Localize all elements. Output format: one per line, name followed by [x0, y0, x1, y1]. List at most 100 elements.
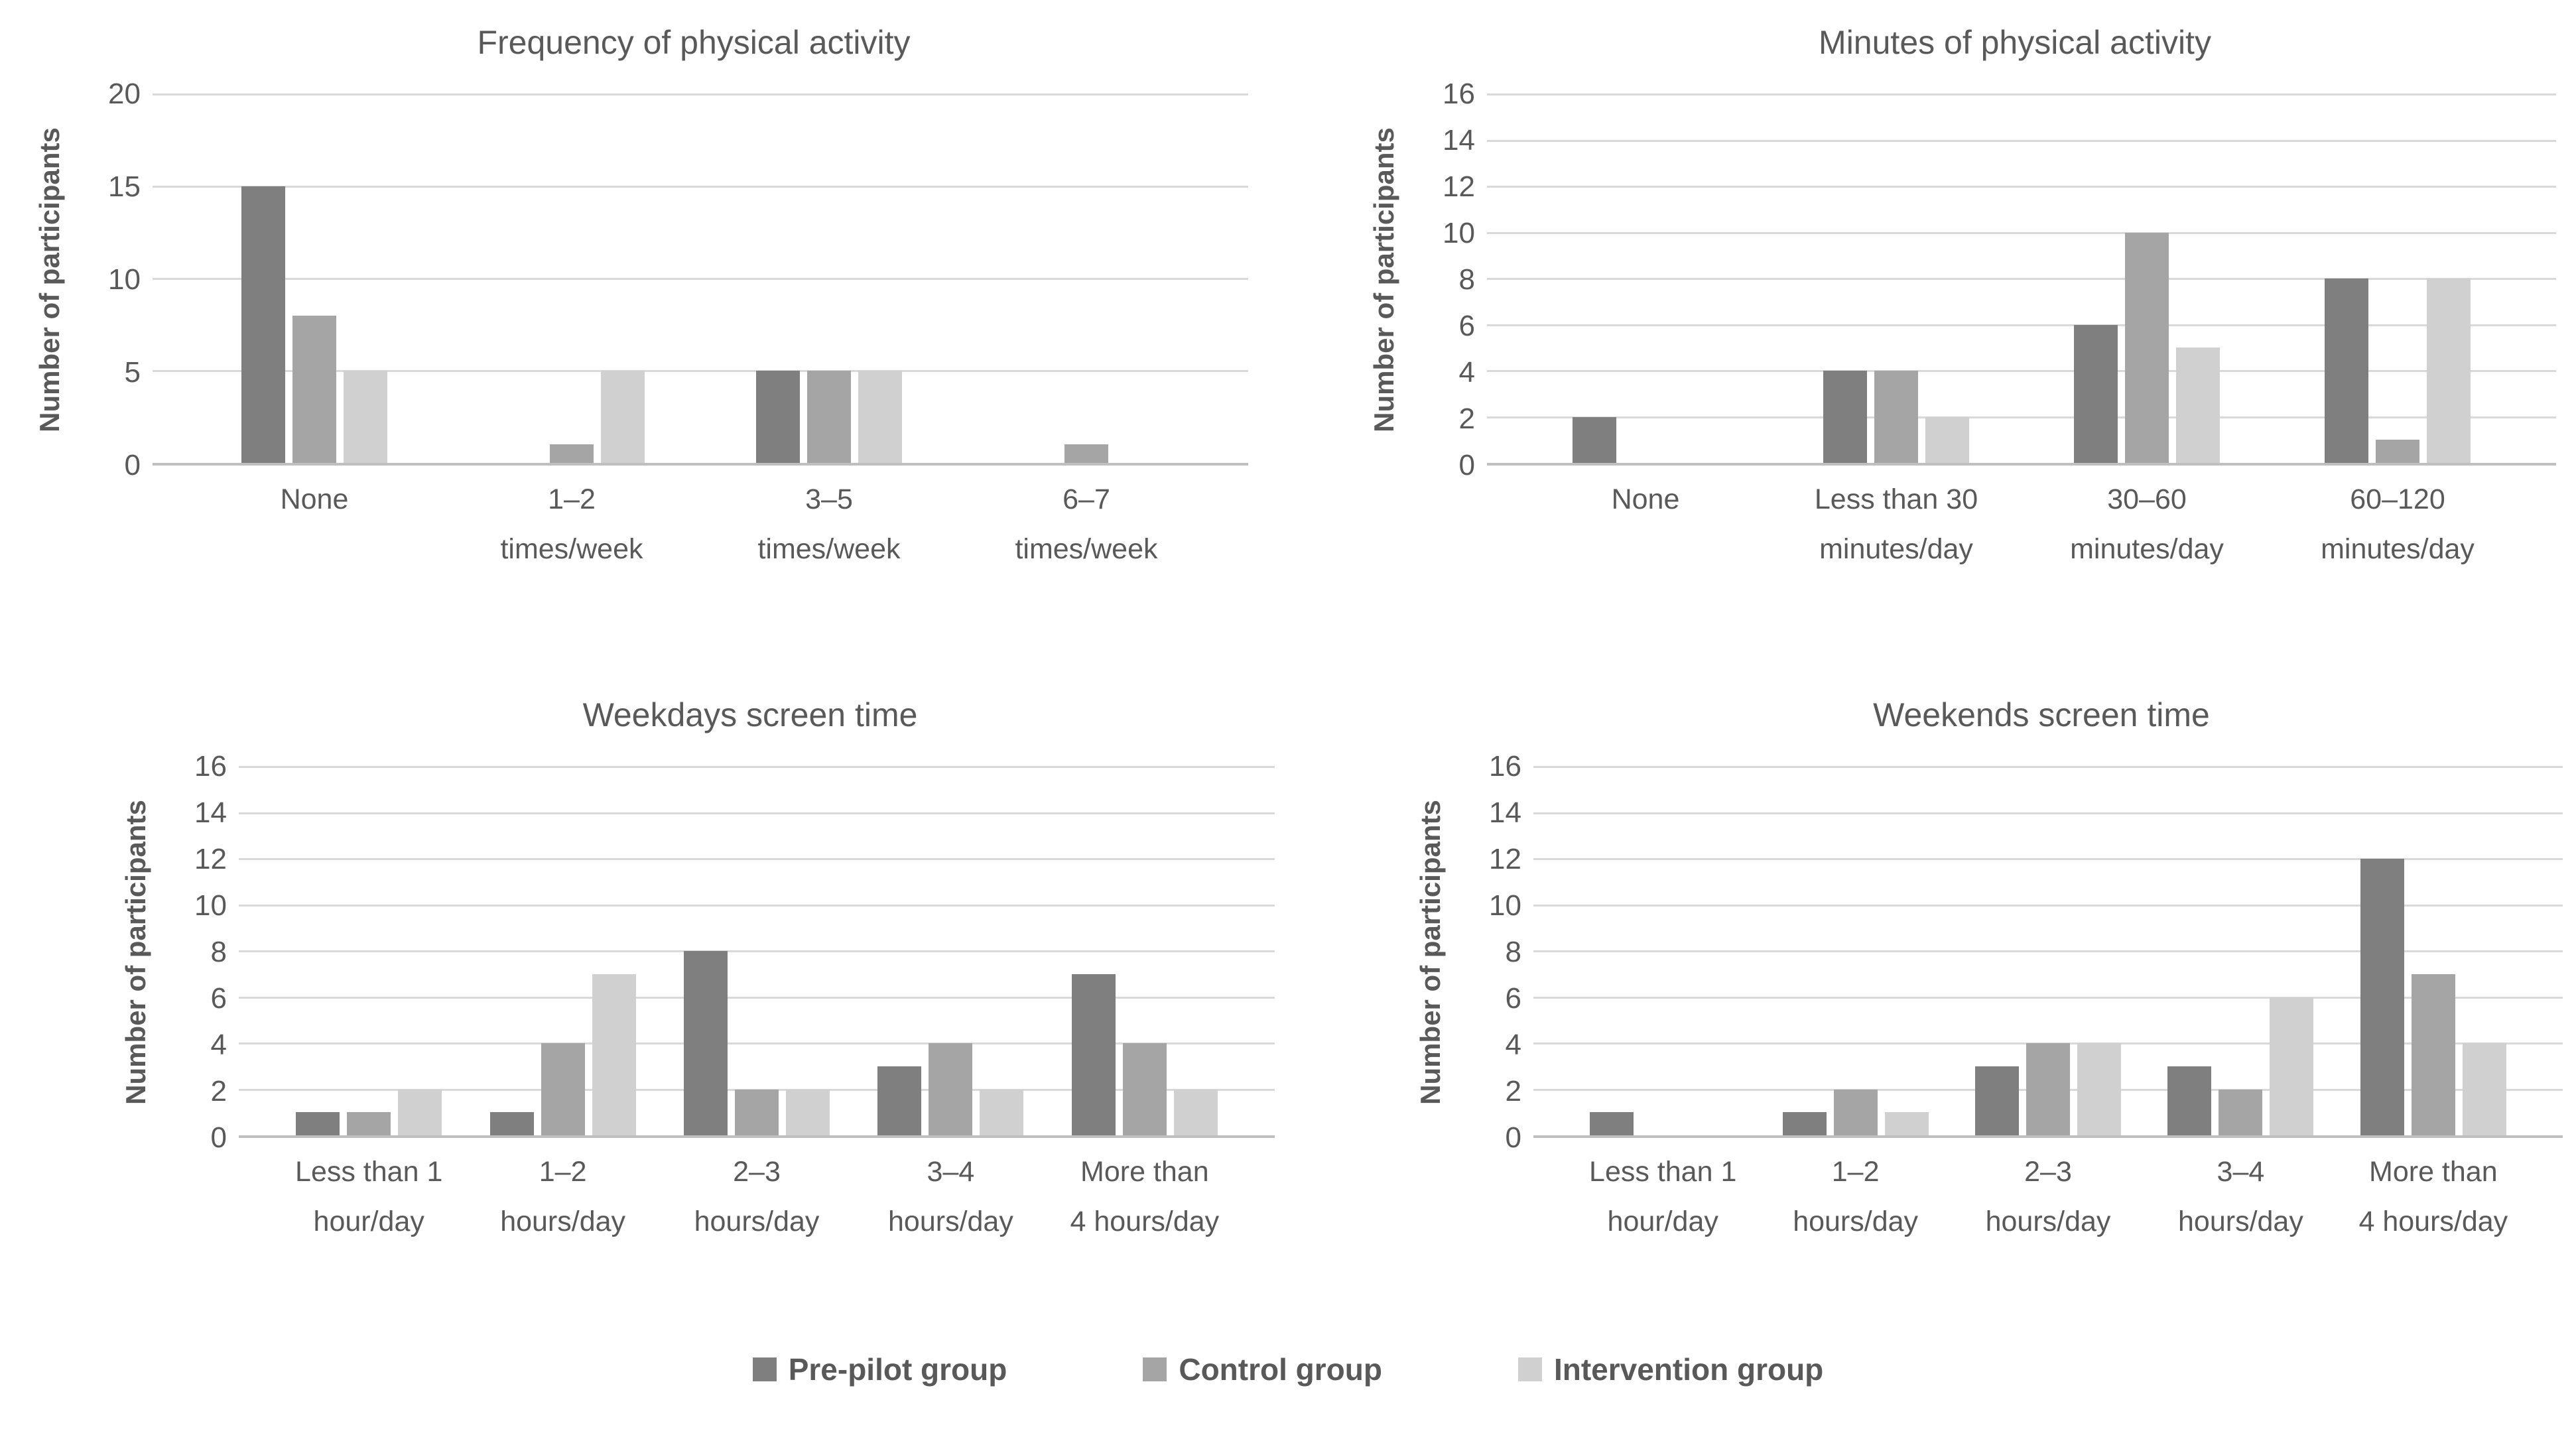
x-category-label: 30–60 minutes/day [2070, 483, 2224, 566]
plot-area [1533, 766, 2563, 1138]
x-category-label: 60–120 minutes/day [2321, 483, 2475, 566]
bar-control [2125, 232, 2169, 463]
gridline [239, 766, 1275, 768]
bar-control [2219, 1089, 2263, 1135]
bar-prepilot [2360, 859, 2404, 1135]
chart-title: Weekends screen time [1873, 696, 2210, 733]
legend-item-control: Control group [1143, 1352, 1382, 1387]
bar-intervention [1925, 416, 1969, 463]
y-tick-label: 0 [1505, 1121, 1521, 1154]
x-category-label: Less than 1 hour/day [1589, 1156, 1737, 1238]
y-tick-label: 4 [1458, 356, 1475, 389]
bar-intervention [2176, 347, 2220, 463]
bar-intervention [601, 371, 645, 463]
gridline [1487, 370, 2556, 372]
gridline [1533, 812, 2563, 814]
x-category-label: 3–4 hours/day [2178, 1156, 2303, 1238]
x-category-label: More than 4 hours/day [1070, 1156, 1220, 1238]
bar-groups [1533, 767, 2563, 1135]
bar-intervention [344, 371, 387, 463]
x-category-label: None [280, 483, 349, 515]
y-tick-label: 16 [1443, 78, 1475, 110]
bar-control [1874, 371, 1918, 463]
bar-group [443, 94, 700, 463]
y-tick-label: 10 [1489, 889, 1521, 922]
chart-title: Frequency of physical activity [477, 24, 911, 61]
chart-cell-weekends: Weekends screen time Number of participa… [1288, 670, 2576, 1333]
gridline [1487, 139, 2556, 142]
bar-prepilot [877, 1066, 922, 1135]
bar-intervention [1884, 1112, 1929, 1135]
bar-intervention [2077, 1043, 2122, 1135]
bar-prepilot [296, 1112, 340, 1135]
bar-group [1952, 767, 2144, 1135]
plot-area [1487, 94, 2556, 466]
bar-prepilot [1975, 1066, 2020, 1135]
y-tick-label: 8 [210, 936, 227, 968]
legend: Pre-pilot group Control group Interventi… [0, 1333, 2576, 1447]
y-tick-label: 20 [108, 78, 141, 110]
y-tick-label: 15 [108, 170, 141, 203]
bar-groups [153, 94, 1248, 463]
bar-group [854, 767, 1047, 1135]
chart-title: Weekdays screen time [582, 696, 918, 733]
y-tick-label: 12 [194, 843, 227, 875]
legend-swatch-control-icon [1143, 1357, 1167, 1381]
bar-group [1567, 767, 1759, 1135]
bar-prepilot [2167, 1066, 2212, 1135]
bar-group [660, 767, 854, 1135]
y-tick-label: 4 [1505, 1029, 1521, 1061]
x-category-label: 1–2 hours/day [1793, 1156, 1919, 1238]
bar-control [1122, 1043, 1167, 1135]
y-axis-title: Number of participants [1368, 127, 1399, 432]
bar-prepilot [756, 371, 800, 463]
gridline [239, 950, 1275, 952]
y-axis-title-wrap: Number of participants [27, 94, 73, 466]
gridline [239, 1042, 1275, 1044]
bar-group [186, 94, 443, 463]
x-axis-labels: Less than 1 hour/day 1–2 hours/day 2–3 hou… [1533, 1138, 2563, 1247]
gridline [153, 186, 1248, 188]
chart-minutes-of-physical-activity: Minutes of physical activity Number of p… [1361, 17, 2556, 670]
gridline [1487, 324, 2556, 326]
y-tick-label: 14 [1489, 796, 1521, 829]
x-axis-labels: None 1–2 times/week 3–5 times/week 6–7 time… [153, 466, 1248, 575]
bar-prepilot [1071, 974, 1116, 1135]
y-axis-ticks: 0 2 4 6 8 10 12 14 16 [1454, 750, 1533, 1154]
bar-control [807, 371, 851, 463]
plot-area [153, 94, 1248, 466]
gridline [1487, 278, 2556, 280]
bar-control [2411, 974, 2455, 1135]
gridline [1533, 996, 2563, 999]
legend-swatch-intervention-icon [1517, 1357, 1542, 1381]
bar-prepilot [2074, 324, 2118, 463]
bar-group [1520, 94, 1771, 463]
bar-control [1064, 444, 1108, 463]
bar-prepilot [241, 186, 285, 463]
bar-group [1771, 94, 2022, 463]
chart-body: Number of participants 0 2 4 6 8 10 12 14 16 [1361, 78, 2556, 481]
y-axis-title: Number of participants [120, 800, 151, 1105]
x-category-label: 2–3 hours/day [694, 1156, 820, 1238]
bar-intervention [2462, 1043, 2506, 1135]
y-tick-label: 12 [1443, 170, 1475, 203]
chart-weekdays-screen-time: Weekdays screen time Number of participa… [113, 690, 1275, 1333]
y-tick-label: 5 [124, 356, 141, 389]
y-tick-label: 2 [1458, 403, 1475, 435]
chart-cell-minutes: Minutes of physical activity Number of p… [1288, 0, 2576, 670]
gridline [1533, 950, 2563, 952]
gridline [1533, 858, 2563, 860]
bar-intervention [592, 974, 636, 1135]
legend-label: Intervention group [1553, 1352, 1824, 1387]
bar-group [2144, 767, 2337, 1135]
bar-group [2337, 767, 2530, 1135]
gridline [153, 94, 1248, 95]
gridline [1533, 766, 2563, 768]
bar-intervention [2270, 997, 2314, 1135]
y-tick-label: 0 [210, 1121, 227, 1154]
bar-intervention [1173, 1089, 1218, 1135]
y-tick-label: 6 [1505, 982, 1521, 1015]
bar-control [2026, 1043, 2071, 1135]
y-axis-title: Number of participants [1415, 800, 1446, 1105]
chart-body: Number of participants 0 2 4 6 8 10 12 14 16 [113, 750, 1275, 1154]
